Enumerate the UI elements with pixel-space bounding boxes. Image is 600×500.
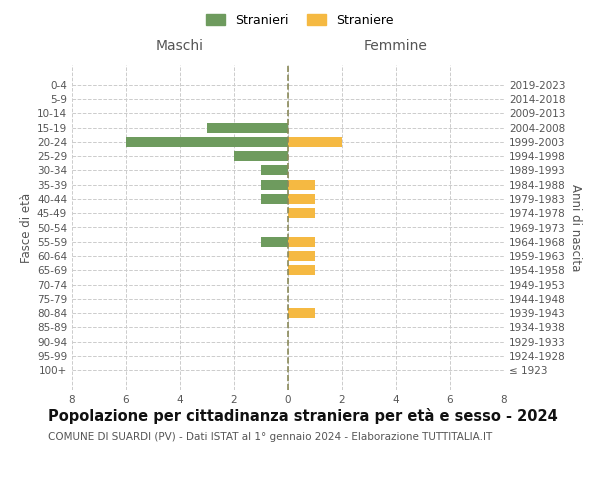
Bar xyxy=(288,266,315,276)
Y-axis label: Anni di nascita: Anni di nascita xyxy=(569,184,582,271)
Bar xyxy=(261,237,288,247)
Text: COMUNE DI SUARDI (PV) - Dati ISTAT al 1° gennaio 2024 - Elaborazione TUTTITALIA.: COMUNE DI SUARDI (PV) - Dati ISTAT al 1°… xyxy=(48,432,492,442)
Text: Femmine: Femmine xyxy=(364,38,428,52)
Bar xyxy=(288,194,315,204)
Bar xyxy=(234,151,288,161)
Bar xyxy=(288,208,315,218)
Text: Popolazione per cittadinanza straniera per età e sesso - 2024: Popolazione per cittadinanza straniera p… xyxy=(48,408,558,424)
Y-axis label: Fasce di età: Fasce di età xyxy=(20,192,33,262)
Bar xyxy=(288,137,342,147)
Bar xyxy=(261,194,288,204)
Bar xyxy=(207,122,288,132)
Bar xyxy=(261,166,288,175)
Legend: Stranieri, Straniere: Stranieri, Straniere xyxy=(202,8,398,32)
Text: Maschi: Maschi xyxy=(156,38,204,52)
Bar xyxy=(288,251,315,261)
Bar xyxy=(288,180,315,190)
Bar xyxy=(126,137,288,147)
Bar xyxy=(261,180,288,190)
Bar xyxy=(288,237,315,247)
Bar xyxy=(288,308,315,318)
